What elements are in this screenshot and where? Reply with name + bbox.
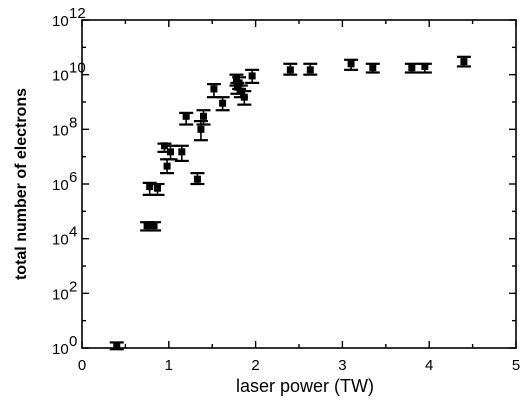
data-marker: [421, 62, 429, 70]
data-marker: [369, 64, 377, 72]
data-marker: [306, 66, 314, 74]
data-marker: [233, 83, 241, 91]
data-marker: [233, 75, 241, 83]
y-tick-label-exponent: 6: [69, 169, 77, 186]
y-tick-label: 10 2: [52, 278, 77, 303]
data-marker: [163, 162, 171, 170]
data-marker: [460, 58, 468, 66]
x-axis-label: laser power (TW): [236, 376, 374, 396]
data-point: [196, 109, 211, 126]
y-tick-label: 10 8: [52, 114, 77, 139]
y-tick-label-exponent: 12: [69, 5, 86, 22]
y-tick-label: 10 0: [52, 333, 77, 358]
y-tick-label: 10 6: [52, 169, 77, 194]
y-tick-label: 10 10: [52, 60, 86, 85]
data-point: [237, 90, 252, 106]
y-tick-label-exponent: 0: [69, 333, 77, 350]
y-tick-label-base: 10: [52, 68, 69, 85]
data-point: [404, 62, 419, 74]
x-tick-label: 1: [165, 357, 173, 374]
x-tick-label: 5: [512, 357, 520, 374]
plot-frame: [81, 19, 517, 349]
y-tick-label: 10 12: [52, 5, 86, 30]
data-point: [206, 83, 221, 99]
data-point: [147, 221, 162, 232]
y-tick-label-base: 10: [52, 232, 69, 249]
data-point: [179, 111, 194, 126]
data-point: [150, 182, 165, 196]
y-tick-label-base: 10: [52, 286, 69, 303]
data-point: [456, 55, 471, 68]
y-tick-label-exponent: 10: [69, 60, 86, 77]
data-marker: [240, 93, 248, 101]
data-marker: [200, 112, 208, 120]
data-point: [160, 158, 175, 175]
y-tick-label-base: 10: [52, 341, 69, 358]
data-point: [174, 144, 189, 163]
x-tick-label: 4: [425, 357, 433, 374]
y-tick-label-exponent: 4: [69, 224, 77, 241]
data-points: [109, 55, 471, 351]
data-marker: [167, 148, 175, 156]
data-marker: [210, 85, 218, 93]
x-tick-label: 0: [78, 357, 86, 374]
x-tick-label: 3: [338, 357, 346, 374]
data-marker: [235, 79, 243, 87]
y-tick-label-exponent: 8: [69, 114, 77, 131]
data-marker: [197, 125, 205, 133]
data-marker: [178, 148, 186, 156]
data-point: [365, 62, 380, 74]
data-point: [303, 62, 318, 76]
data-point: [417, 62, 432, 74]
data-marker: [150, 222, 158, 230]
data-marker: [286, 66, 294, 74]
y-axis-label: total number of electrons: [13, 88, 30, 280]
y-tick-label: 10 4: [52, 224, 77, 249]
data-marker: [182, 112, 190, 120]
y-tick-label-base: 10: [52, 122, 69, 139]
data-marker: [248, 72, 256, 80]
data-marker: [146, 183, 154, 191]
y-tick-label-base: 10: [52, 177, 69, 194]
data-marker: [113, 342, 121, 350]
data-marker: [154, 184, 162, 192]
data-point: [245, 68, 260, 84]
data-marker: [408, 64, 416, 72]
data-point: [215, 96, 230, 112]
data-point: [283, 62, 298, 76]
data-marker: [219, 99, 227, 107]
data-point: [344, 58, 359, 71]
data-marker: [193, 175, 201, 183]
data-point: [190, 172, 205, 186]
y-tick-label-exponent: 2: [69, 278, 77, 295]
y-tick-label-base: 10: [52, 13, 69, 30]
data-marker: [143, 222, 151, 230]
x-tick-labels: 0 1 2 3 4 5: [78, 357, 520, 374]
x-tick-label: 2: [251, 357, 259, 374]
data-marker: [347, 60, 355, 68]
